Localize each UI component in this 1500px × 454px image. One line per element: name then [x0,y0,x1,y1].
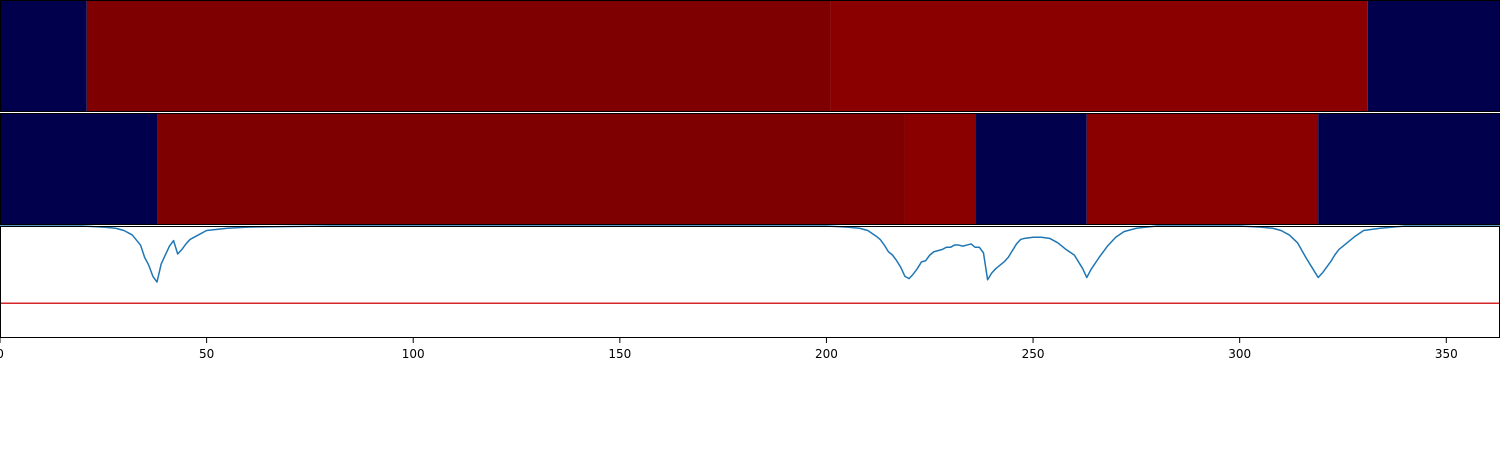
heatmap-segment-2-3 [904,113,976,225]
x-tick-label: 0 [0,347,4,361]
line-panel [0,225,1500,338]
heatmap-segment-1-2 [86,0,831,112]
x-tick-label: 250 [1022,347,1045,361]
heatmap-segment-2-1 [0,113,158,225]
heatmap-segment-2-4 [975,113,1087,225]
x-tick-label: 350 [1435,347,1458,361]
x-tick-label: 150 [608,347,631,361]
heatmap-segment-1-1 [0,0,87,112]
x-axis: 0 50 100 150 200 250 300 350 [0,338,1458,361]
series-line-1 [0,225,1500,283]
heatmap-segment-2-6 [1318,113,1500,225]
heatmap-row-1 [0,0,1500,112]
x-tick-label: 300 [1228,347,1251,361]
heatmap-segment-2-2 [157,113,905,225]
heatmap-segment-1-4 [1367,0,1500,112]
heatmap-segment-1-3 [830,0,1368,112]
x-tick-label: 200 [815,347,838,361]
heatmap-row-2 [0,113,1500,225]
x-tick-label: 100 [402,347,425,361]
heatmap-segment-2-5 [1086,113,1319,225]
x-tick-label: 50 [199,347,214,361]
line-panel-background [0,226,1500,338]
